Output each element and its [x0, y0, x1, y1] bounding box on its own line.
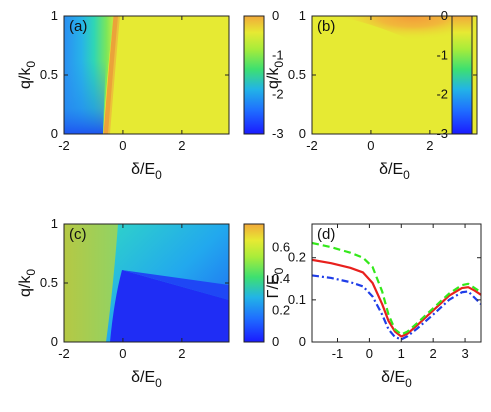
- colorbar-b-tick-label: -3: [436, 126, 448, 141]
- panel-a-heatmap: [64, 16, 229, 134]
- panel-d-ylabel: Γ/E0: [265, 267, 286, 298]
- colorbar-a-tick-label: -2: [272, 87, 284, 102]
- panel-b-xtick-label: 0: [367, 138, 374, 153]
- panel-c-tag: (c): [69, 226, 87, 243]
- panel-d-ytick-label: 0.2: [288, 250, 306, 265]
- panel-b: [312, 16, 477, 134]
- panel-a-xlabel: δ/E0: [131, 161, 162, 182]
- panel-b-ytick-label: 0.5: [288, 67, 306, 82]
- panel-a: [64, 16, 229, 134]
- colorbar-c-tick-label: 0.2: [272, 303, 290, 318]
- axes-layer: -2 0 200.51δ/E0q/k0(a)0-1-2-3-2 0 200.51δ/E0…: [17, 8, 482, 390]
- colorbar-a-bar: [243, 15, 265, 135]
- panel-b-ytick-label: 0: [299, 126, 306, 141]
- panel-b-heatmap: [312, 16, 477, 134]
- panel-b-xtick-label: -2: [306, 138, 318, 153]
- panel-a-ytick-label: 0.5: [40, 67, 58, 82]
- colorbar-b-tick-label: 0: [441, 8, 448, 23]
- panel-c-ylabel: q/k0: [17, 269, 38, 297]
- panel-d-xtick-label: 3: [461, 346, 468, 361]
- panel-d-xlabel: δ/E0: [381, 369, 412, 390]
- colorbar-c-tick-label: 0: [272, 334, 279, 349]
- panel-d-series-2-line: [312, 241, 481, 336]
- panel-c-heatmap: [64, 224, 229, 342]
- panel-a-ytick-label: 0: [51, 126, 58, 141]
- panel-b-orange-region: [335, 16, 477, 60]
- colorbar-a: [243, 15, 265, 135]
- colorbar-a-tick-label: -3: [272, 126, 284, 141]
- panel-a-tag: (a): [69, 18, 87, 35]
- panel-b-tag: (b): [317, 18, 335, 35]
- panel-a-ridge-edge: [108, 16, 120, 134]
- panel-c-xtick-label: 2: [178, 346, 185, 361]
- panel-c-ytick-label: 0.5: [40, 275, 58, 290]
- panel-a-left-bottom: [64, 60, 106, 134]
- panel-d: [312, 241, 481, 341]
- panel-c-ytick-label: 1: [51, 216, 58, 231]
- colorbar-a-tick-label: 0: [272, 8, 279, 23]
- panel-d-xtick-label: 2: [430, 346, 437, 361]
- colorbar-b-tick-label: -2: [436, 87, 448, 102]
- panel-c-xtick-label: -2: [58, 346, 70, 361]
- panel-d-ytick-label: 0.1: [288, 292, 306, 307]
- panel-d-xtick-label: 0: [366, 346, 373, 361]
- panel-c: [64, 224, 229, 342]
- panel-c-ytick-label: 0: [51, 334, 58, 349]
- panel-d-series-1-line: [312, 258, 481, 338]
- panel-d-series-3-line: [312, 274, 481, 341]
- panel-a-xtick-label: 2: [178, 138, 185, 153]
- panel-c-xtick-label: 0: [119, 346, 126, 361]
- panel-d-xtick-label: -1: [332, 346, 344, 361]
- panel-b-xlabel: δ/E0: [379, 161, 410, 182]
- panel-b-ytick-label: 1: [299, 8, 306, 23]
- panel-c-xlabel: δ/E0: [131, 369, 162, 390]
- colorbar-c-tick-label: 0.6: [272, 240, 290, 255]
- panel-d-ytick-label: 0: [299, 334, 306, 349]
- colorbar-c: [243, 223, 265, 343]
- panel-d-lines: [312, 241, 481, 341]
- colorbar-b: [451, 15, 473, 135]
- panel-c-blue-edge: [122, 270, 229, 300]
- panel-a-ylabel: q/k0: [17, 61, 38, 89]
- panel-d-frame: [311, 223, 482, 343]
- panel-a-ridge: [103, 16, 119, 134]
- panel-b-ylabel: q/k0: [265, 61, 286, 89]
- panel-b-xtick-label: 2: [426, 138, 433, 153]
- panel-c-blue-region: [110, 270, 229, 342]
- colorbar-b-tick-label: -1: [436, 47, 448, 62]
- panel-a-xtick-label: 0: [119, 138, 126, 153]
- panel-a-xtick-label: -2: [58, 138, 70, 153]
- panel-d-xtick-label: 1: [398, 346, 405, 361]
- colorbar-c-tick-label: 0.4: [272, 271, 290, 286]
- colorbar-b-bar: [451, 15, 473, 135]
- panel-a-ytick-label: 1: [51, 8, 58, 23]
- colorbar-a-tick-label: -1: [272, 47, 284, 62]
- panel-d-tag: (d): [317, 226, 335, 243]
- colorbar-c-bar: [243, 223, 265, 343]
